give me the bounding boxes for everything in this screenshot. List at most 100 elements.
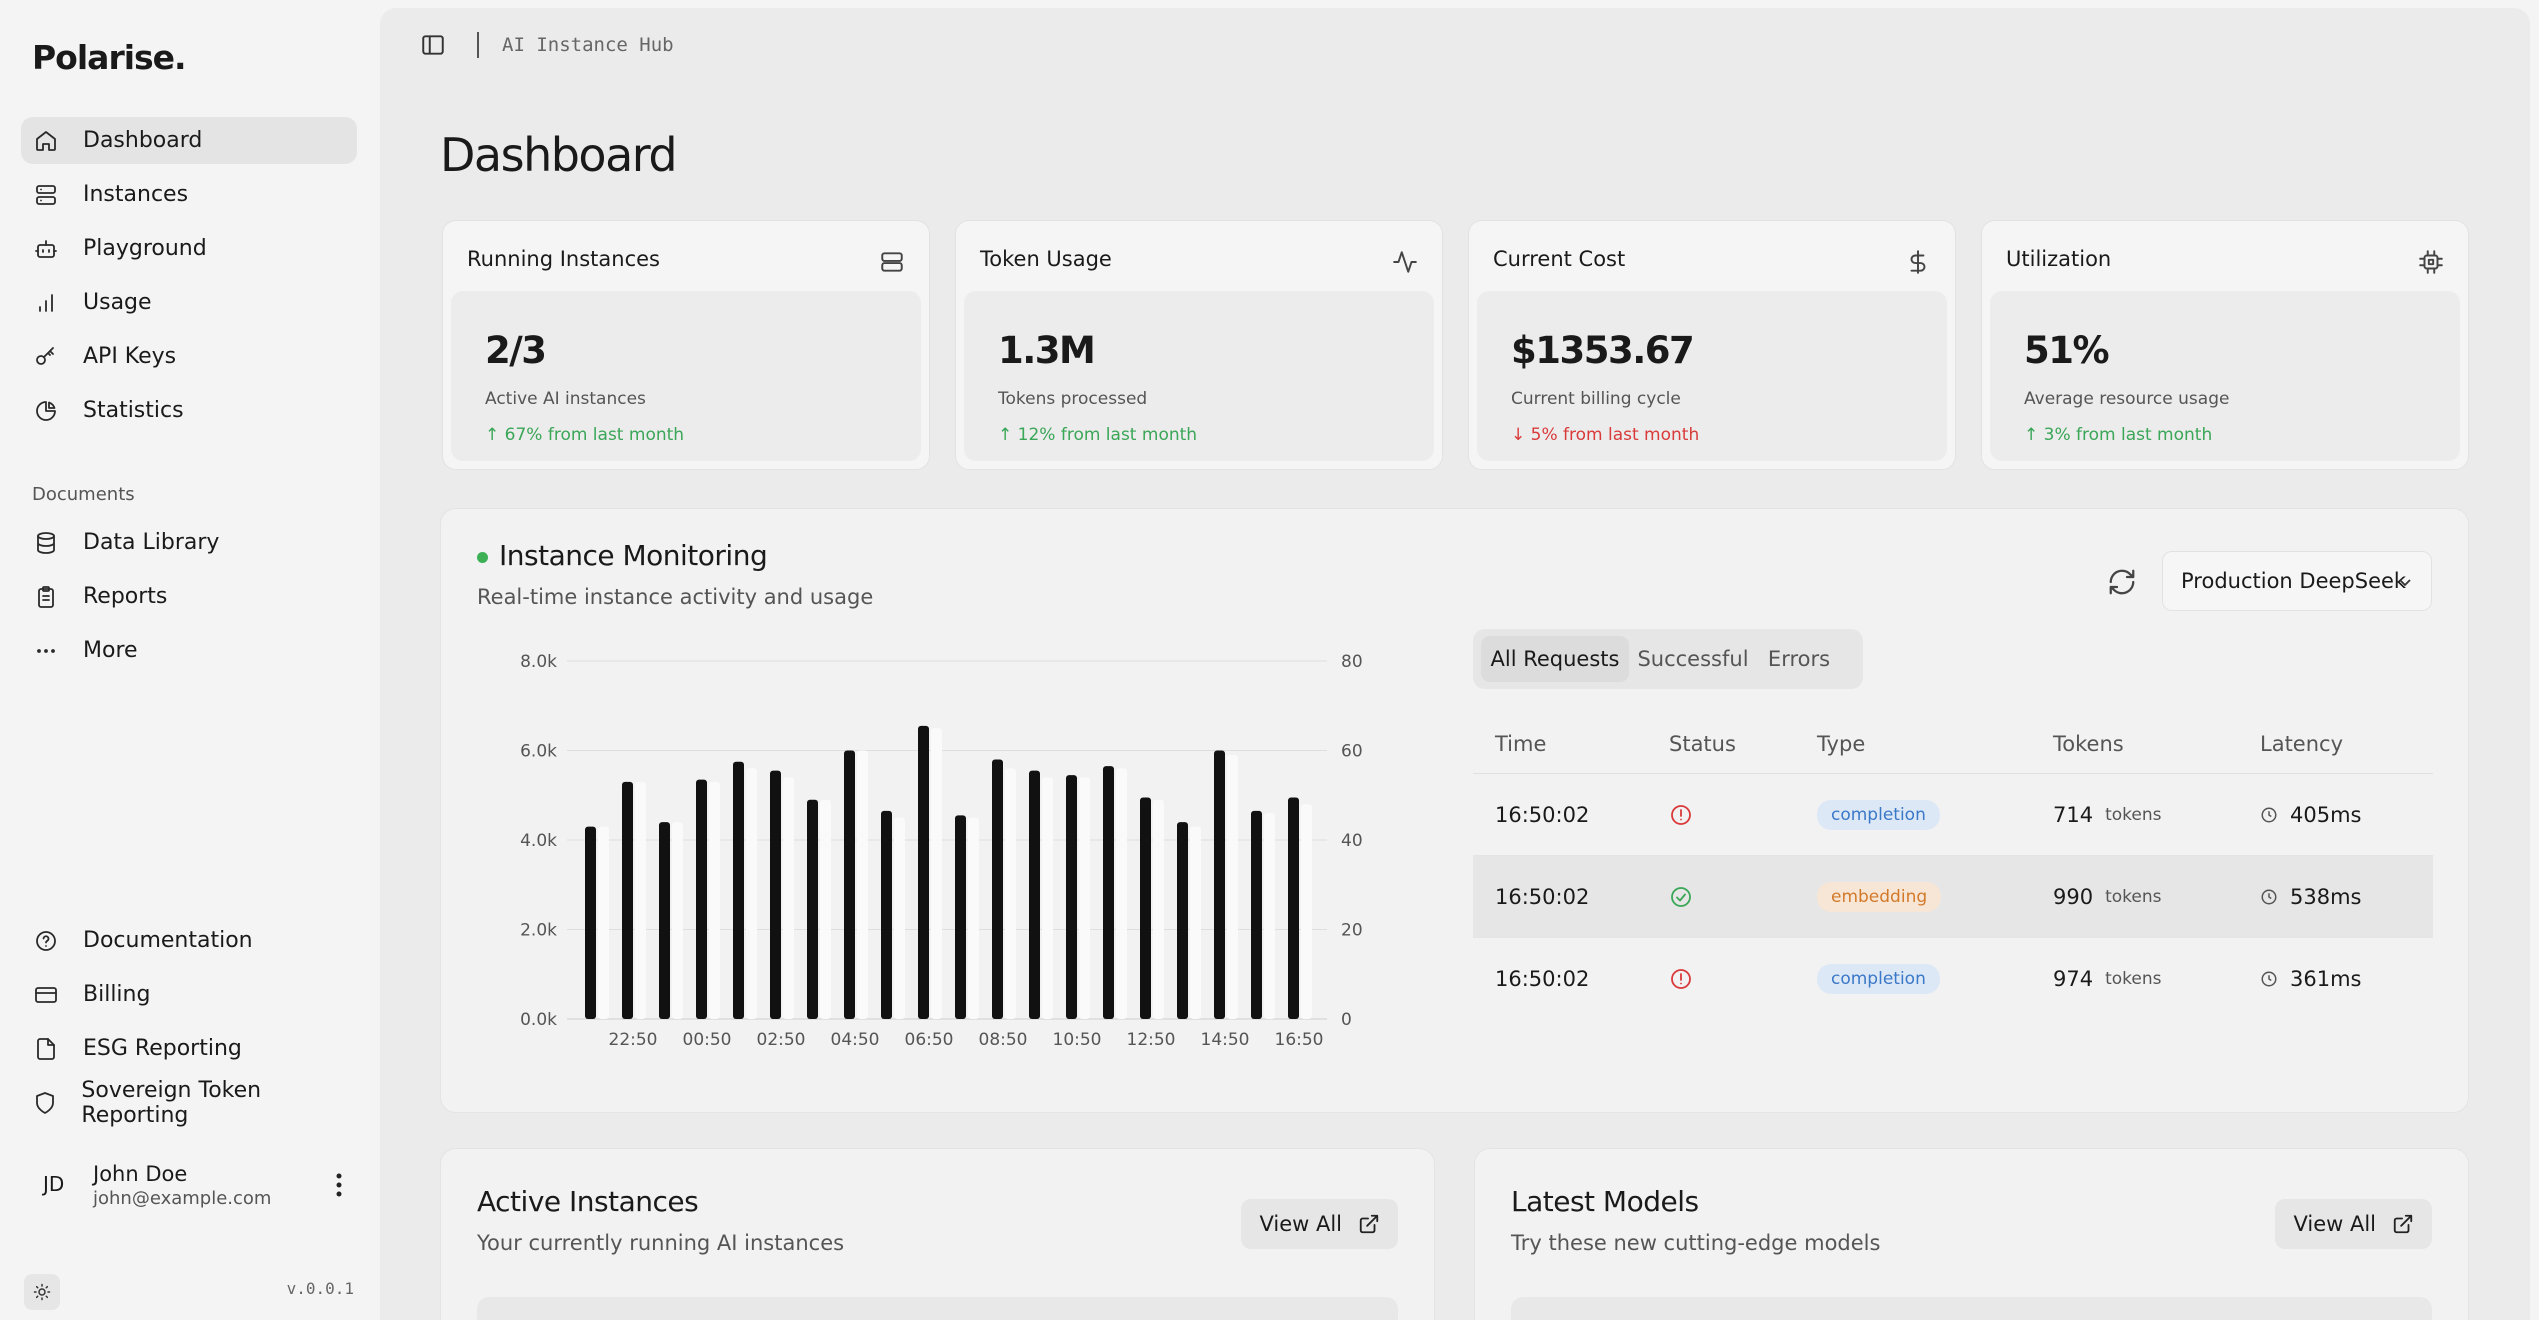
view-all-models-button[interactable]: View All xyxy=(2275,1199,2432,1249)
chart-svg: 0.0k 0 2.0k 20 4.0k 40 6.0k 60 8.0k 80 22:50 00:50 0… xyxy=(520,652,1363,1050)
stat-value: 2/3 xyxy=(485,329,547,372)
type-badge: embedding xyxy=(1817,881,1942,912)
stat-value: 1.3M xyxy=(998,329,1096,372)
brand-logo: Polarise. xyxy=(32,38,187,77)
stat-change: ↓ 5% from last month xyxy=(1511,425,1700,445)
sidebar-item-label: API Keys xyxy=(83,344,177,369)
row-latency: 361ms xyxy=(2260,967,2361,991)
x-tick-label: 10:50 xyxy=(1053,1030,1102,1050)
sidebar-item-api-keys[interactable]: API Keys xyxy=(21,333,357,380)
bar xyxy=(622,781,633,1019)
requests-chart: 0.0k 0 2.0k 20 4.0k 40 6.0k 60 8.0k 80 22:50 00:50 0… xyxy=(477,639,1417,1079)
view-all-instances-button[interactable]: View All xyxy=(1241,1199,1398,1249)
sidebar-item-dashboard[interactable]: Dashboard xyxy=(21,117,357,164)
external-link-icon xyxy=(2393,1214,2413,1234)
bar xyxy=(1029,770,1040,1019)
row-latency: 538ms xyxy=(2260,885,2361,909)
bar xyxy=(783,777,794,1019)
user-name: John Doe xyxy=(93,1162,188,1186)
instance-monitoring-card: Instance Monitoring Real-time instance a… xyxy=(440,508,2469,1113)
stat-label: Current Cost xyxy=(1493,247,1626,271)
bar xyxy=(968,817,979,1019)
clipboard-icon xyxy=(33,584,59,610)
stat-card-token-usage: Token Usage 1.3M Tokens processed ↑ 12% … xyxy=(955,220,1443,470)
bar xyxy=(1264,813,1275,1019)
tab-errors[interactable]: Errors xyxy=(1767,647,1831,671)
bot-icon xyxy=(33,236,59,262)
more-vertical-icon[interactable] xyxy=(335,1172,343,1198)
dollar-icon xyxy=(1905,249,1931,275)
model-list-item[interactable] xyxy=(1511,1297,2432,1320)
bar xyxy=(696,779,707,1019)
bar xyxy=(598,826,609,1019)
bar xyxy=(1079,777,1090,1019)
sidebar-item-playground[interactable]: Playground xyxy=(21,225,357,272)
sidebar-item-esg-reporting[interactable]: ESG Reporting xyxy=(21,1025,357,1072)
help-circle-icon xyxy=(33,928,59,954)
sidebar-item-reports[interactable]: Reports xyxy=(21,573,357,620)
stat-label: Utilization xyxy=(2006,247,2112,271)
sidebar-item-data-library[interactable]: Data Library xyxy=(21,519,357,566)
column-header: Tokens xyxy=(2053,732,2124,756)
column-header: Time xyxy=(1495,732,1547,756)
y-tick-label: 6.0k xyxy=(520,742,557,762)
sidebar-item-sovereign-token-reporting[interactable]: Sovereign Token Reporting xyxy=(21,1078,357,1128)
sidebar-item-label: Playground xyxy=(83,236,207,261)
refresh-icon[interactable] xyxy=(2107,567,2137,597)
bar xyxy=(1066,775,1077,1019)
active-instances-card: Active Instances Your currently running … xyxy=(440,1148,1435,1320)
stat-body: 2/3 Active AI instances ↑ 67% from last … xyxy=(451,291,921,461)
file-icon xyxy=(33,1036,59,1062)
column-header: Latency xyxy=(2260,732,2344,756)
x-tick-label: 02:50 xyxy=(757,1030,806,1050)
sidebar-item-more[interactable]: More xyxy=(21,627,357,674)
breadcrumb: AI Instance Hub xyxy=(502,34,674,56)
sidebar-item-label: Dashboard xyxy=(83,128,203,153)
y-tick-label: 4.0k xyxy=(520,831,557,851)
y-right-tick-label: 0 xyxy=(1341,1010,1352,1030)
sidebar-item-statistics[interactable]: Statistics xyxy=(21,387,357,434)
bar xyxy=(1227,754,1238,1019)
tab-successful[interactable]: Successful xyxy=(1637,647,1749,671)
bar xyxy=(857,750,868,1019)
bar xyxy=(746,768,757,1019)
table-row[interactable]: 16:50:02 completion 714 tokens 405ms xyxy=(1473,774,2433,856)
y-right-tick-label: 60 xyxy=(1341,742,1363,762)
y-tick-label: 0.0k xyxy=(520,1010,557,1030)
bar xyxy=(1251,810,1262,1019)
clock-icon xyxy=(2261,971,2277,987)
sidebar-item-billing[interactable]: Billing xyxy=(21,971,357,1018)
user-email: john@example.com xyxy=(93,1188,272,1209)
error-status-icon xyxy=(1669,967,1693,991)
home-icon xyxy=(33,128,59,154)
sidebar-item-label: ESG Reporting xyxy=(83,1036,242,1061)
column-header: Status xyxy=(1669,732,1736,756)
stat-value: $1353.67 xyxy=(1511,329,1695,372)
stat-card-running-instances: Running Instances 2/3 Active AI instance… xyxy=(442,220,930,470)
sidebar-item-usage[interactable]: Usage xyxy=(21,279,357,326)
clock-icon xyxy=(2261,807,2277,822)
sidebar-item-documentation[interactable]: Documentation xyxy=(21,917,357,964)
table-row[interactable]: 16:50:02 completion 974 tokens 361ms xyxy=(1473,938,2433,1020)
sidebar-item-instances[interactable]: Instances xyxy=(21,171,357,218)
sidebar-item-label: Instances xyxy=(83,182,189,207)
type-badge: completion xyxy=(1817,799,1940,830)
instance-list-item[interactable] xyxy=(477,1297,1398,1320)
instance-select[interactable]: Production DeepSeek xyxy=(2162,551,2432,611)
table-row[interactable]: 16:50:02 embedding 990 tokens 538ms xyxy=(1473,856,2433,938)
bar xyxy=(931,728,942,1019)
theme-toggle-button[interactable] xyxy=(24,1274,60,1310)
instance-select-value: Production DeepSeek xyxy=(2181,569,2407,593)
x-tick-label: 22:50 xyxy=(609,1030,658,1050)
arrow-down-icon: ↓ xyxy=(1511,425,1531,445)
bar xyxy=(635,781,646,1019)
bar xyxy=(1301,804,1312,1019)
y-tick-label: 2.0k xyxy=(520,921,557,941)
tab-all-requests[interactable]: All Requests xyxy=(1481,636,1629,682)
sidebar-toggle-icon[interactable] xyxy=(420,32,446,58)
more-horizontal-icon xyxy=(33,638,59,664)
sidebar-item-label: Usage xyxy=(83,290,152,315)
stat-subtitle: Tokens processed xyxy=(998,389,1148,409)
user-profile[interactable]: JD John Doe john@example.com xyxy=(21,1156,357,1216)
server-icon xyxy=(33,182,59,208)
